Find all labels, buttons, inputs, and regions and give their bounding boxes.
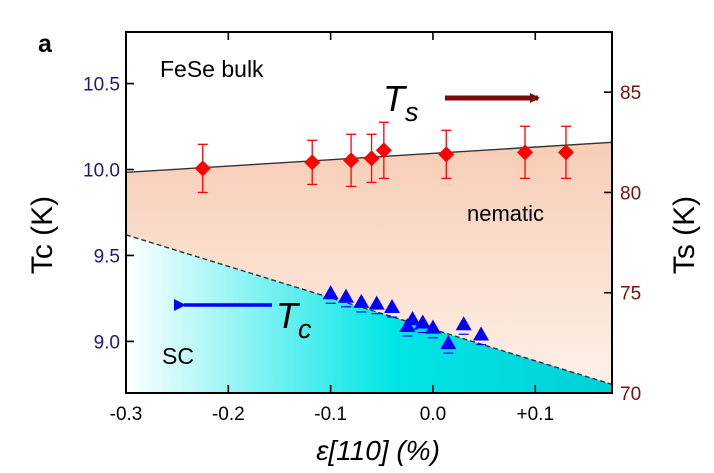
ts-marker: [517, 144, 534, 161]
ts-point: [363, 133, 380, 184]
ts-marker: [557, 144, 574, 161]
ts-marker: [194, 160, 211, 177]
ts-marker: [343, 152, 360, 169]
ts-marker: [438, 146, 455, 163]
ts-annotation-main: T: [383, 78, 408, 119]
plot-frame: [125, 31, 613, 394]
tc-marker: [404, 311, 421, 326]
x-axis-label: ε[110] (%): [316, 435, 440, 466]
ts-point: [343, 133, 360, 188]
y-right-tick-label: 85: [620, 83, 641, 104]
tc-annotation: Tc: [276, 295, 312, 344]
ts-point: [194, 143, 211, 194]
tc-point: [337, 288, 354, 308]
tc-marker: [384, 299, 401, 314]
tc-annotation-sub: c: [298, 314, 312, 344]
sc-label: SC: [162, 343, 194, 369]
ts-point: [557, 125, 574, 180]
tc-marker: [455, 316, 472, 331]
tc-point: [384, 299, 401, 318]
tc-boundary-line: [125, 234, 613, 386]
tc-point: [473, 326, 490, 346]
x-tick-label: -0.1: [314, 404, 347, 425]
nematic-label: nematic: [467, 201, 544, 226]
ts-marker: [304, 154, 321, 171]
x-tick-label: 0.0: [420, 404, 446, 425]
tc-point: [353, 293, 370, 313]
ts-point: [517, 125, 534, 180]
y-right-tick-label: 75: [620, 284, 641, 305]
tc-point: [440, 335, 457, 354]
ts-point: [304, 139, 321, 186]
ts-marker: [363, 150, 380, 167]
x-tick-label: +0.1: [517, 404, 555, 425]
tc-point: [424, 319, 441, 339]
tc-marker: [473, 326, 490, 341]
ts-point: [375, 121, 392, 180]
x-tick-label: -0.2: [212, 404, 245, 425]
x-tick-label: -0.3: [110, 404, 143, 425]
ts-marker: [375, 142, 392, 159]
tc-marker: [440, 335, 457, 350]
tc-marker: [424, 319, 441, 334]
y-left-tick-label: 9.5: [94, 246, 120, 267]
tc-marker: [414, 314, 431, 329]
y-right-tick-label: 70: [620, 384, 641, 405]
y-left-tick-label: 10.5: [83, 75, 120, 96]
tc-marker: [337, 288, 354, 303]
y-right-tick-label: 80: [620, 183, 641, 204]
y-left-label: Tc (K): [26, 196, 59, 274]
y-right-label: Ts (K): [668, 196, 701, 274]
tc-point: [322, 285, 339, 304]
tc-marker: [368, 295, 385, 310]
tc-marker: [353, 293, 370, 308]
sc-region: [126, 234, 612, 393]
tc-point: [368, 295, 385, 315]
tc-annotation-main: T: [276, 295, 301, 336]
y-left-tick-label: 9.0: [94, 332, 120, 353]
nematic-region: [126, 142, 612, 385]
tc-point: [404, 311, 421, 330]
ts-annotation: Ts: [383, 78, 419, 127]
y-left-tick-label: 10.0: [83, 161, 120, 182]
ts-point: [438, 129, 455, 180]
ts-annotation-sub: s: [405, 97, 419, 127]
sample-label: FeSe bulk: [160, 56, 264, 82]
panel-label: a: [38, 30, 53, 58]
tc-marker: [322, 285, 339, 300]
tc-point: [455, 316, 472, 335]
